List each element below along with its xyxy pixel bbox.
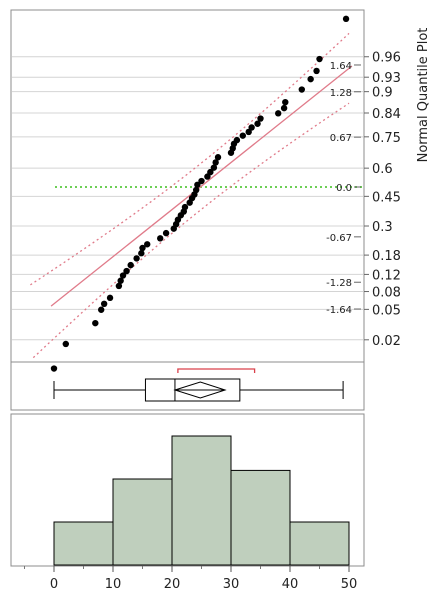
- probability-tick-label: 0.9: [372, 86, 393, 101]
- histogram: [53, 435, 350, 566]
- data-point: [106, 294, 114, 302]
- z-axis: 1.64 1.28 0.67 0.0 -0.67 -1.28 -1.64: [326, 61, 361, 316]
- x-tick-label: 20: [164, 577, 181, 592]
- data-point: [115, 282, 123, 290]
- z-tick-label: 1.64: [330, 61, 352, 72]
- x-tick-label: 30: [223, 577, 240, 592]
- data-point: [313, 67, 320, 75]
- data-point: [212, 159, 219, 166]
- data-point: [316, 55, 323, 63]
- z-tick-label: 0.67: [330, 133, 352, 144]
- quantile-plot: [30, 15, 363, 372]
- shortest-half-bracket: [177, 368, 256, 373]
- probability-tick-label: 0.93: [372, 71, 401, 86]
- probability-tick-label: 0.96: [372, 51, 401, 66]
- probability-axis: 0.96 0.930.9 0.84 0.75 0.6 0.45 0.3 0.18 0.12 0.0…: [364, 51, 401, 349]
- data-point: [198, 177, 205, 185]
- boxplot-panel-frame: [10, 361, 365, 411]
- x-tick-label: 40: [282, 577, 299, 592]
- probability-tick-label: 0.08: [372, 286, 401, 301]
- data-point: [298, 86, 305, 93]
- data-point: [117, 277, 124, 284]
- data-point: [280, 104, 288, 112]
- data-point: [214, 154, 222, 161]
- probability-tick-label: 0.3: [372, 220, 393, 235]
- data-point: [239, 132, 246, 139]
- data-point: [157, 235, 164, 242]
- upper-confidence-band: [30, 32, 350, 286]
- probability-tick-label: 0.02: [372, 334, 401, 349]
- data-point: [233, 136, 241, 144]
- histogram-bar: [112, 478, 173, 566]
- data-point: [62, 340, 69, 348]
- data-point: [307, 75, 314, 83]
- data-point: [162, 229, 170, 237]
- z-tick-label: 0.0: [336, 183, 352, 194]
- probability-tick-label: 0.18: [372, 249, 401, 264]
- histogram-bar: [230, 469, 291, 566]
- data-point: [144, 241, 151, 248]
- box-plot: [53, 368, 344, 402]
- data-point: [192, 186, 200, 194]
- data-point: [100, 300, 108, 308]
- data-point: [194, 181, 201, 188]
- x-tick-label: 10: [105, 577, 122, 592]
- z-tick-label: -0.67: [326, 233, 352, 244]
- data-point: [139, 244, 146, 252]
- probability-tick-label: 0.45: [372, 190, 401, 205]
- histogram-bar: [53, 521, 114, 566]
- histogram-bar: [171, 435, 232, 566]
- probability-tick-label: 0.75: [372, 131, 401, 146]
- data-point: [257, 115, 264, 122]
- data-point: [133, 255, 140, 262]
- x-tick-label: 0: [50, 577, 58, 592]
- data-point: [92, 319, 99, 327]
- z-tick-label: -1.64: [326, 305, 352, 316]
- data-point: [119, 272, 127, 279]
- data-point: [275, 110, 282, 117]
- probability-tick-label: 0.6: [372, 162, 393, 177]
- x-axis: 0 10 20 30 40 50: [24, 566, 358, 592]
- z-tick-label: -1.28: [326, 278, 352, 289]
- data-point: [282, 98, 289, 106]
- probability-tick-label: 0.05: [372, 303, 401, 318]
- data-point: [50, 365, 58, 372]
- quantile-gridlines: [12, 56, 363, 341]
- z-tick-label: 1.28: [330, 88, 352, 99]
- right-axis-title: Normal Quantile Plot: [416, 28, 431, 163]
- histogram-panel-frame: [10, 413, 365, 567]
- lower-confidence-band: [32, 102, 350, 359]
- data-point: [138, 250, 145, 257]
- data-point: [342, 15, 350, 23]
- probability-tick-label: 0.84: [372, 107, 401, 122]
- data-point: [123, 267, 130, 275]
- probability-tick-label: 0.12: [372, 268, 401, 283]
- normal-fit-line: [50, 65, 353, 307]
- data-point: [207, 168, 214, 176]
- data-point: [210, 164, 218, 171]
- data-point: [127, 261, 134, 269]
- histogram-bar: [289, 521, 350, 566]
- data-point: [254, 120, 261, 127]
- data-point: [181, 203, 189, 211]
- data-point: [248, 124, 255, 131]
- x-tick-label: 50: [341, 577, 358, 592]
- data-point: [98, 306, 105, 313]
